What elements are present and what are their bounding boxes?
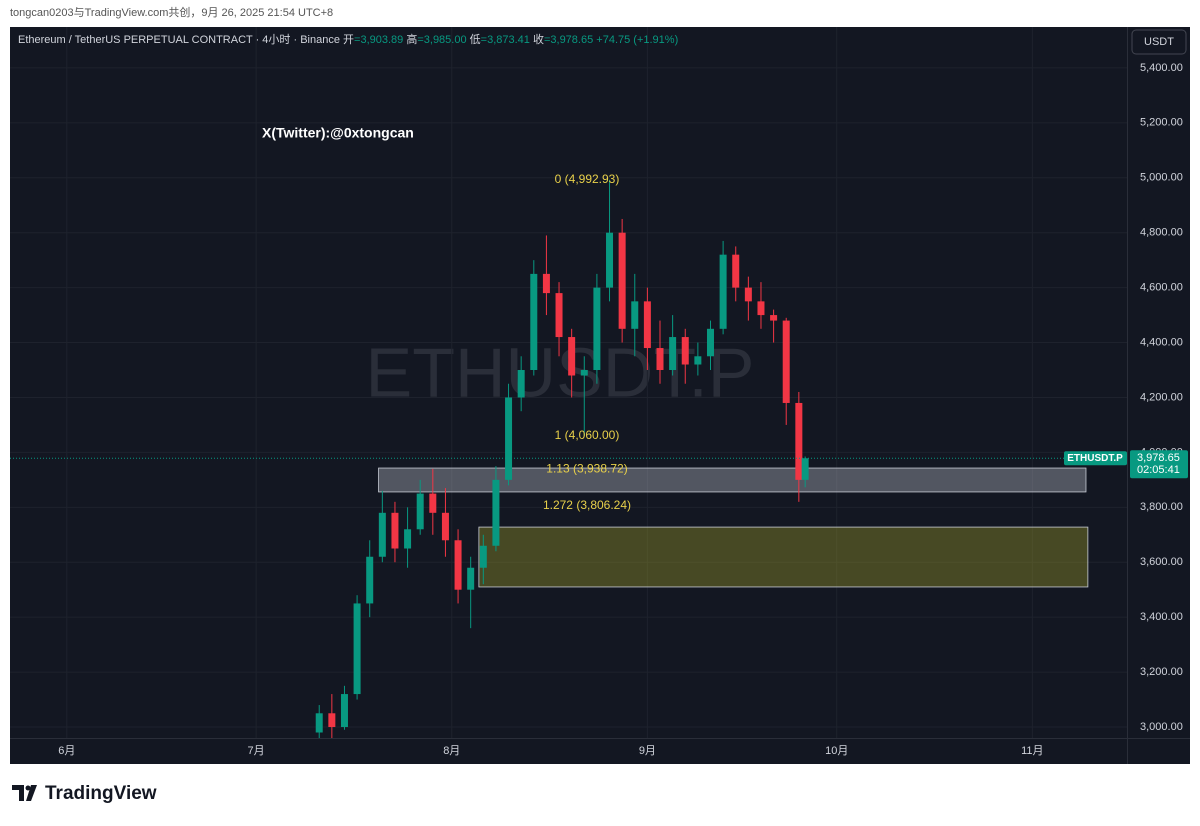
x-tick-label: 10月	[825, 745, 848, 757]
price-label: 3,978.65	[1137, 452, 1180, 464]
y-tick-label: 3,200.00	[1140, 666, 1183, 678]
fib-label: 1.272 (3,806.24)	[543, 498, 631, 512]
candle-body	[378, 512, 386, 557]
candle-body	[770, 315, 778, 321]
candle-body	[694, 356, 702, 365]
legend-label: 收	[533, 32, 544, 46]
y-tick-label: 3,000.00	[1140, 721, 1183, 733]
currency-button[interactable]	[1131, 29, 1187, 55]
symbol-tag: ETHUSDT.P	[1067, 453, 1123, 464]
candle-body	[542, 273, 550, 294]
candle-body	[454, 540, 462, 590]
y-tick-label: 4,400.00	[1140, 336, 1183, 348]
candle-body	[467, 567, 475, 590]
legend-value: =3,873.41	[481, 34, 530, 46]
candle-body	[669, 337, 677, 371]
y-tick-label: 5,000.00	[1140, 172, 1183, 184]
candle-body	[732, 254, 740, 288]
author-note: X(Twitter):@0xtongcan	[262, 125, 414, 141]
candle-body	[441, 512, 449, 541]
candle-body	[391, 512, 399, 549]
legend-label: 低	[470, 33, 481, 46]
price-label-bg	[1130, 450, 1188, 479]
y-tick-label: 5,200.00	[1140, 117, 1183, 129]
candle-body	[795, 402, 803, 480]
candle-body	[593, 287, 601, 371]
logo	[12, 785, 37, 801]
candle-body	[340, 694, 348, 728]
candle-body	[618, 232, 626, 329]
candle-body	[555, 293, 563, 338]
credit: tongcan0203与TradingView.com共创，9月 26, 202…	[10, 6, 333, 19]
y-tick-label: 3,400.00	[1140, 611, 1183, 623]
x-tick-label: 7月	[248, 745, 265, 757]
candle-body	[315, 713, 323, 733]
y-tick-label: 4,600.00	[1140, 282, 1183, 294]
logo-icon	[25, 785, 31, 791]
candle-body	[479, 545, 487, 568]
candle-body	[681, 337, 689, 365]
candle-body	[606, 232, 614, 288]
fib-label: 1 (4,060.00)	[555, 428, 620, 442]
chart-background	[10, 27, 1190, 764]
x-tick-label: 6月	[58, 745, 75, 757]
candle-body	[568, 337, 576, 376]
legend-change: +74.75 (+1.91%)	[596, 34, 678, 46]
x-tick-label: 11月	[1021, 745, 1043, 757]
legend-label: 高	[406, 32, 417, 46]
y-tick-label: 3,800.00	[1140, 501, 1183, 513]
candle-body	[505, 397, 513, 480]
legend-value: =3,903.89	[354, 34, 403, 46]
candle-body	[328, 713, 336, 728]
candle-body	[744, 287, 752, 302]
candle-body	[643, 301, 651, 349]
legend-symbol: Ethereum / TetherUS PERPETUAL CONTRACT ·…	[18, 33, 340, 46]
candle-body	[757, 301, 765, 316]
candle-body	[404, 529, 412, 549]
legend-value: =3,978.65	[544, 34, 593, 46]
candle-body	[517, 370, 525, 398]
candle-body	[366, 556, 374, 604]
candle-body	[429, 493, 437, 513]
candle-body	[530, 273, 538, 371]
candle-body	[580, 370, 588, 376]
fib-label: 0 (4,992.93)	[555, 172, 620, 186]
fib-label: 1.13 (3,938.72)	[546, 461, 627, 475]
watermark: ETHUSDT.P	[366, 333, 755, 411]
logo-icon	[12, 785, 37, 801]
candle-body	[706, 328, 714, 357]
legend-label: 开	[343, 34, 354, 46]
symbol-tag-bg	[1064, 451, 1127, 466]
legend: Ethereum / TetherUS PERPETUAL CONTRACT ·…	[18, 32, 678, 46]
candle-body	[719, 254, 727, 329]
x-tick-label: 8月	[443, 745, 460, 757]
y-tick-label: 4,800.00	[1140, 227, 1183, 239]
candle-body	[631, 301, 639, 329]
candle-body	[416, 493, 424, 530]
y-tick-label: 3,600.00	[1140, 556, 1183, 568]
logo-text: TradingView	[45, 783, 157, 804]
zone	[478, 526, 1089, 588]
candle-body	[782, 320, 790, 403]
x-tick-label: 9月	[639, 745, 656, 757]
y-tick-label: 4,200.00	[1140, 391, 1183, 403]
countdown: 02:05:41	[1137, 464, 1180, 476]
y-tick-label: 5,400.00	[1140, 62, 1183, 74]
candle-body	[353, 603, 361, 695]
legend-value: =3,985.00	[417, 34, 466, 46]
currency-button-label[interactable]: USDT	[1144, 36, 1174, 48]
candle-body	[492, 479, 500, 546]
candle-body	[801, 458, 809, 480]
zone	[378, 467, 1087, 493]
candle-body	[656, 348, 664, 371]
